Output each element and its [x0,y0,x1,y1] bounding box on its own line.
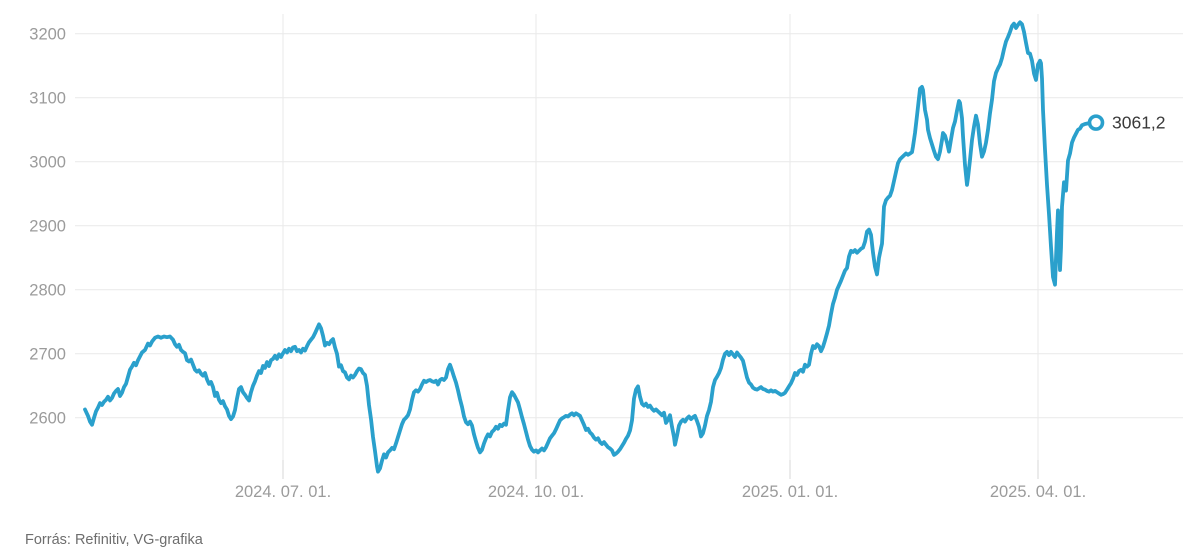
x-axis-label: 2025. 01. 01. [742,483,838,501]
y-axis-label: 3200 [29,25,66,43]
x-axis-label: 2024. 10. 01. [488,483,584,501]
y-axis-label: 3100 [29,89,66,107]
y-axis-label: 2700 [29,345,66,363]
source-note: Forrás: Refinitiv, VG-grafika [25,532,203,548]
x-axis-label: 2024. 07. 01. [235,483,331,501]
y-axis-label: 3000 [29,153,66,171]
y-axis-label: 2800 [29,281,66,299]
x-axis-label: 2025. 04. 01. [990,483,1086,501]
y-axis-label: 2600 [29,409,66,427]
last-point-marker [1087,114,1105,131]
last-value-label: 3061,2 [1112,113,1166,133]
y-axis-label: 2900 [29,217,66,235]
price-line [83,20,1098,474]
